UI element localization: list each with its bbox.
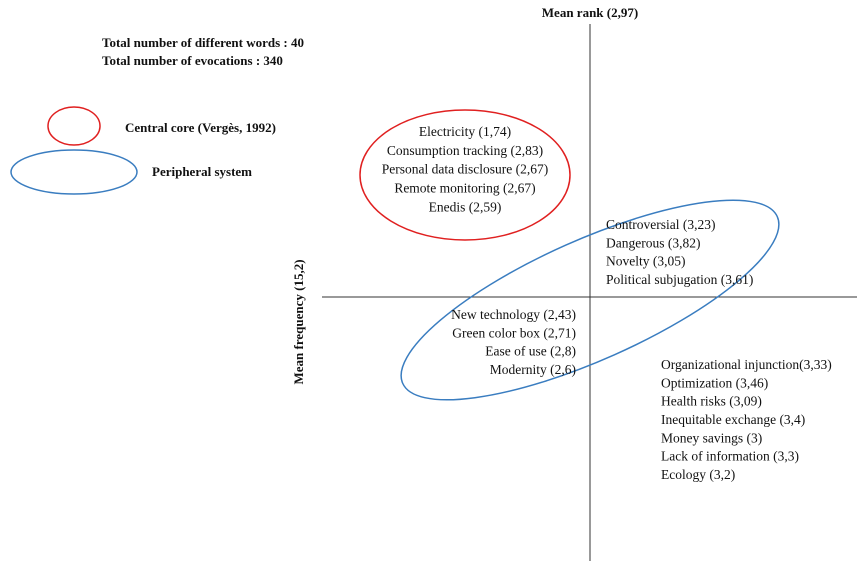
quadrant-item: Money savings (3) (661, 430, 762, 445)
header-line: Total number of different words : 40 (102, 35, 304, 50)
quadrant-item: Enedis (2,59) (429, 199, 502, 214)
quadrant-item: Optimization (3,46) (661, 375, 768, 390)
central-core-ellipse (359, 109, 571, 241)
quadrant-item: Consumption tracking (2,83) (387, 143, 543, 158)
quadrant-item: Ease of use (2,8) (485, 344, 576, 359)
legend-label: Peripheral system (152, 164, 252, 179)
quadrant-item: Controversial (3,23) (606, 217, 715, 232)
header-line: Total number of evocations : 340 (102, 53, 283, 68)
quadrant-item: Remote monitoring (2,67) (394, 180, 535, 195)
legend-peripheral-icon (10, 149, 138, 195)
quadrant-item: Personal data disclosure (2,67) (382, 162, 548, 177)
quadrant-item: Health risks (3,09) (661, 394, 762, 409)
x-axis-label: Mean rank (2,97) (542, 5, 638, 20)
peripheral-ellipse (400, 199, 780, 401)
legend-label: Central core (Vergès, 1992) (125, 120, 276, 135)
quadrant-item: Organizational injunction(3,33) (661, 357, 832, 372)
y-axis-label: Mean frequency (15,2) (291, 259, 306, 384)
quadrant-item: Modernity (2,6) (490, 362, 576, 377)
quadrant-item: Dangerous (3,82) (606, 235, 700, 250)
quadrant-item: Novelty (3,05) (606, 254, 685, 269)
quadrant-item: Ecology (3,2) (661, 467, 735, 482)
legend-central-core-icon (47, 106, 101, 146)
quadrant-item: Green color box (2,71) (452, 325, 576, 340)
quadrant-item: Political subjugation (3,61) (606, 272, 753, 287)
quadrant-item: Inequitable exchange (3,4) (661, 412, 805, 427)
quadrant-item: Lack of information (3,3) (661, 449, 799, 464)
quadrant-item: Electricity (1,74) (419, 124, 511, 139)
quadrant-item: New technology (2,43) (451, 307, 576, 322)
